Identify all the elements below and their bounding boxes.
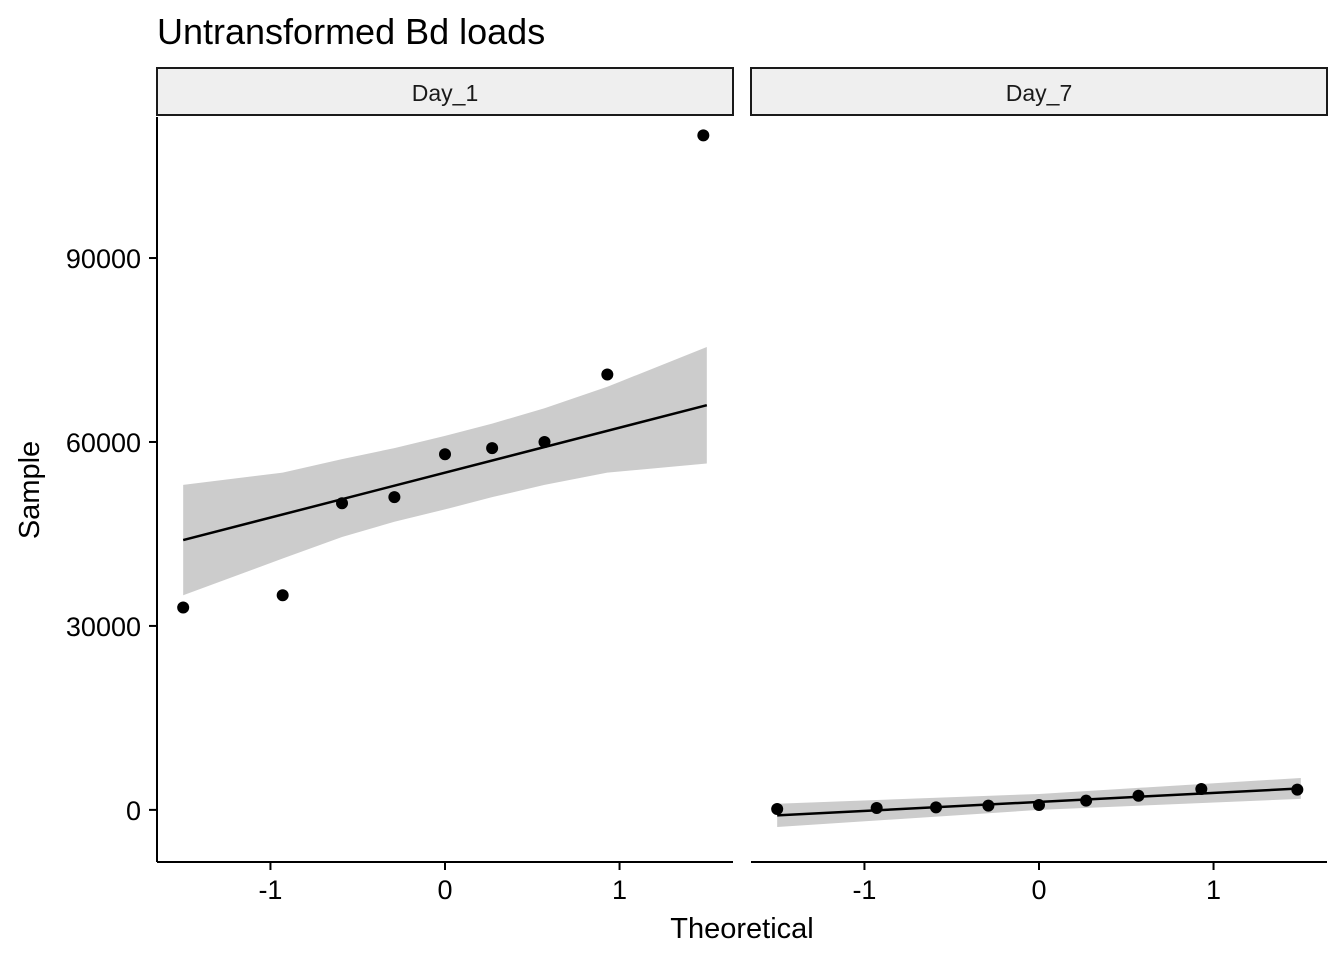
- x-tick-label: 0: [437, 875, 452, 905]
- data-point: [177, 601, 190, 614]
- confidence-band: [183, 346, 707, 596]
- facet-strip-day-1: [156, 67, 734, 116]
- chart-title: Untransformed Bd loads: [157, 11, 545, 52]
- panel-day-7: [771, 777, 1304, 828]
- y-tick-label: 30000: [66, 612, 141, 642]
- y-tick-label: 0: [126, 796, 141, 826]
- data-point: [336, 497, 349, 510]
- data-point: [870, 802, 883, 815]
- data-point: [771, 802, 784, 815]
- data-point: [1291, 783, 1304, 796]
- y-tick-label: 60000: [66, 428, 141, 458]
- data-point: [1080, 794, 1093, 807]
- data-point: [930, 801, 943, 814]
- x-axis-title: Theoretical: [670, 913, 813, 945]
- y-axis-title: Sample: [14, 441, 46, 539]
- data-point: [1195, 783, 1208, 796]
- facet-label-day-7: Day_7: [1006, 80, 1072, 106]
- y-axis-ticks: 0 30000 60000 90000: [66, 244, 157, 826]
- data-point: [388, 491, 401, 504]
- data-point: [486, 442, 499, 455]
- x-tick-label: -1: [258, 875, 282, 905]
- data-point: [697, 129, 710, 142]
- data-point: [276, 589, 289, 602]
- x-tick-label: 0: [1031, 875, 1046, 905]
- x-tick-label: 1: [612, 875, 627, 905]
- x-tick-label: 1: [1206, 875, 1221, 905]
- data-point: [1132, 789, 1145, 802]
- y-tick-label: 90000: [66, 244, 141, 274]
- data-point: [1033, 798, 1045, 811]
- data-point: [982, 799, 995, 812]
- facet-strip-day-7: [750, 67, 1328, 116]
- x-axis-ticks: -1 0 1 -1 0 1: [258, 862, 1221, 905]
- panel-day-1: [177, 129, 710, 614]
- facet-label-day-1: Day_1: [412, 80, 478, 106]
- x-tick-label: -1: [852, 875, 876, 905]
- data-point: [538, 435, 551, 448]
- data-point: [601, 368, 614, 381]
- data-point: [439, 448, 451, 461]
- qq-fit-line: [182, 403, 708, 542]
